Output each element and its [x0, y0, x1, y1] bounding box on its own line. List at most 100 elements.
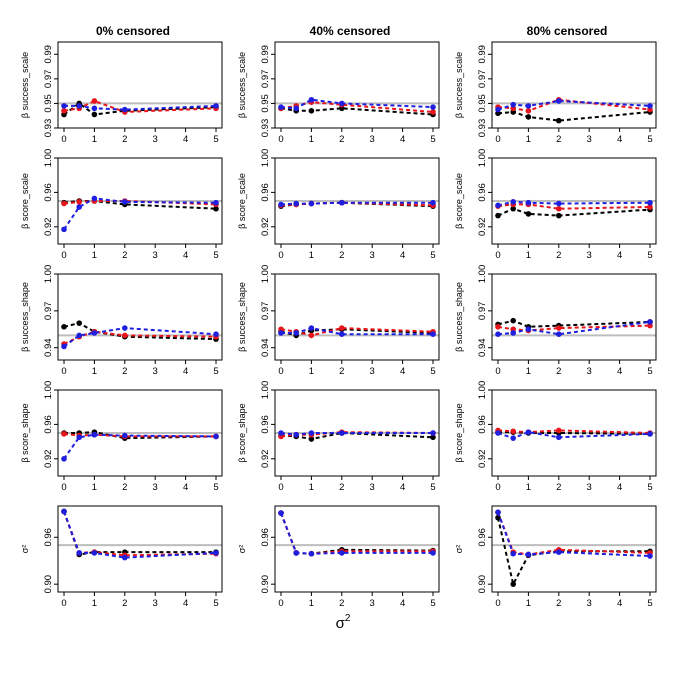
data-point-red [122, 332, 128, 339]
x-tick-label: 0 [495, 598, 500, 609]
data-point-blue [339, 100, 345, 107]
y-axis-label: β success_shape [237, 282, 247, 352]
x-tick-label: 0 [278, 598, 283, 609]
data-point-blue [213, 433, 219, 440]
x-tick-label: 1 [526, 366, 531, 377]
x-tick-label: 5 [213, 366, 218, 377]
column-title-1: 40% censored [310, 24, 391, 38]
y-tick-label: 0.90 [477, 575, 488, 594]
data-point-red [430, 109, 436, 115]
data-point-black [510, 205, 516, 212]
data-point-blue [293, 550, 300, 556]
data-point-red [510, 428, 516, 435]
data-point-blue [510, 199, 516, 205]
series-line-blue [63, 511, 217, 559]
x-tick-label: 4 [400, 598, 405, 609]
y-tick-label: 0.93 [477, 119, 488, 138]
y-axis-label: β success_scale [454, 52, 464, 118]
data-point-black [525, 211, 532, 217]
panel-r2-c1: β success_shape 0 1 2 3 4 5 0.94 0.97 1.00 [237, 265, 440, 377]
x-tick-label: 0 [495, 250, 500, 261]
y-axis-label: β success_shape [454, 282, 464, 352]
x-tick-label: 1 [526, 134, 531, 145]
x-tick-label: 2 [556, 598, 561, 609]
plot-frame [274, 505, 440, 593]
data-point-red [525, 108, 532, 114]
data-point-blue [293, 200, 300, 207]
x-tick-label: 3 [587, 366, 592, 377]
data-point-blue [76, 550, 82, 556]
data-point-red [495, 324, 501, 330]
series-line-blue [280, 98, 434, 110]
panel-r0-c1: β success_scale 0 1 2 3 4 5 0.93 0.95 0.97 0.99 [237, 41, 440, 145]
x-axis-label: σ2 [336, 613, 351, 632]
x-tick-label: 5 [430, 250, 435, 261]
data-point-blue [430, 104, 436, 110]
data-point-black [556, 117, 562, 124]
y-tick-label: 1.00 [260, 149, 271, 168]
x-tick-label: 4 [400, 366, 405, 377]
plot-frame [57, 157, 223, 245]
x-tick-label: 5 [430, 134, 435, 145]
series-line-red [497, 203, 651, 210]
data-point-blue [430, 331, 436, 338]
data-point-black [556, 212, 562, 219]
y-tick-label: 0.97 [477, 70, 488, 89]
plot-frame [491, 41, 657, 129]
y-axis-label: β score_scale [454, 173, 464, 229]
x-tick-label: 5 [647, 250, 652, 261]
x-tick-label: 2 [339, 366, 344, 377]
data-point-blue [525, 103, 532, 109]
x-tick-label: 5 [430, 598, 435, 609]
data-point-black [495, 514, 501, 521]
x-tick-label: 0 [495, 366, 500, 377]
x-tick-label: 2 [122, 482, 127, 493]
data-point-blue [278, 104, 284, 110]
data-point-blue [525, 429, 532, 435]
plot-frame [274, 41, 440, 129]
data-point-black [510, 581, 516, 587]
data-point-black [61, 324, 67, 330]
x-tick-label: 2 [556, 482, 561, 493]
plot-frame [491, 505, 657, 593]
y-tick-label: 0.90 [260, 575, 271, 594]
x-tick-label: 2 [122, 598, 127, 609]
x-tick-label: 4 [183, 250, 188, 261]
x-tick-label: 2 [556, 366, 561, 377]
y-axis-label: β success_scale [237, 52, 247, 118]
column-titles: 0% censored 40% censored 80% censored [96, 24, 607, 38]
data-point-blue [647, 553, 653, 559]
plot-frame [274, 389, 440, 477]
y-tick-label: 0.96 [260, 183, 271, 202]
series-line-blue [63, 433, 217, 460]
data-point-red [61, 431, 67, 437]
x-tick-label: 1 [309, 598, 314, 609]
series-line-red [63, 99, 217, 114]
y-tick-label: 1.00 [260, 265, 271, 284]
panel-r1-c2: β score_scale 0 1 2 3 4 5 0.92 0.96 1.00 [454, 149, 657, 261]
x-tick-label: 1 [309, 250, 314, 261]
x-tick-label: 4 [617, 598, 622, 609]
data-point-black [213, 205, 219, 212]
data-point-black [430, 434, 436, 441]
plot-frame [491, 273, 657, 361]
data-point-blue [61, 226, 67, 233]
data-point-blue [647, 103, 653, 109]
x-tick-label: 0 [61, 366, 66, 377]
x-tick-label: 1 [526, 598, 531, 609]
data-point-blue [293, 330, 300, 336]
x-tick-label: 3 [153, 598, 158, 609]
y-tick-label: 0.92 [43, 450, 54, 469]
data-point-blue [339, 331, 345, 338]
data-point-blue [556, 434, 562, 441]
data-point-blue [122, 554, 128, 561]
data-point-black [308, 108, 315, 114]
y-tick-label: 0.92 [477, 218, 488, 237]
x-tick-label: 3 [587, 598, 592, 609]
data-point-black [308, 436, 315, 442]
x-tick-label: 4 [400, 482, 405, 493]
data-point-blue [213, 550, 219, 556]
y-axis-label: β score_shape [454, 403, 464, 462]
y-tick-label: 0.92 [260, 450, 271, 469]
